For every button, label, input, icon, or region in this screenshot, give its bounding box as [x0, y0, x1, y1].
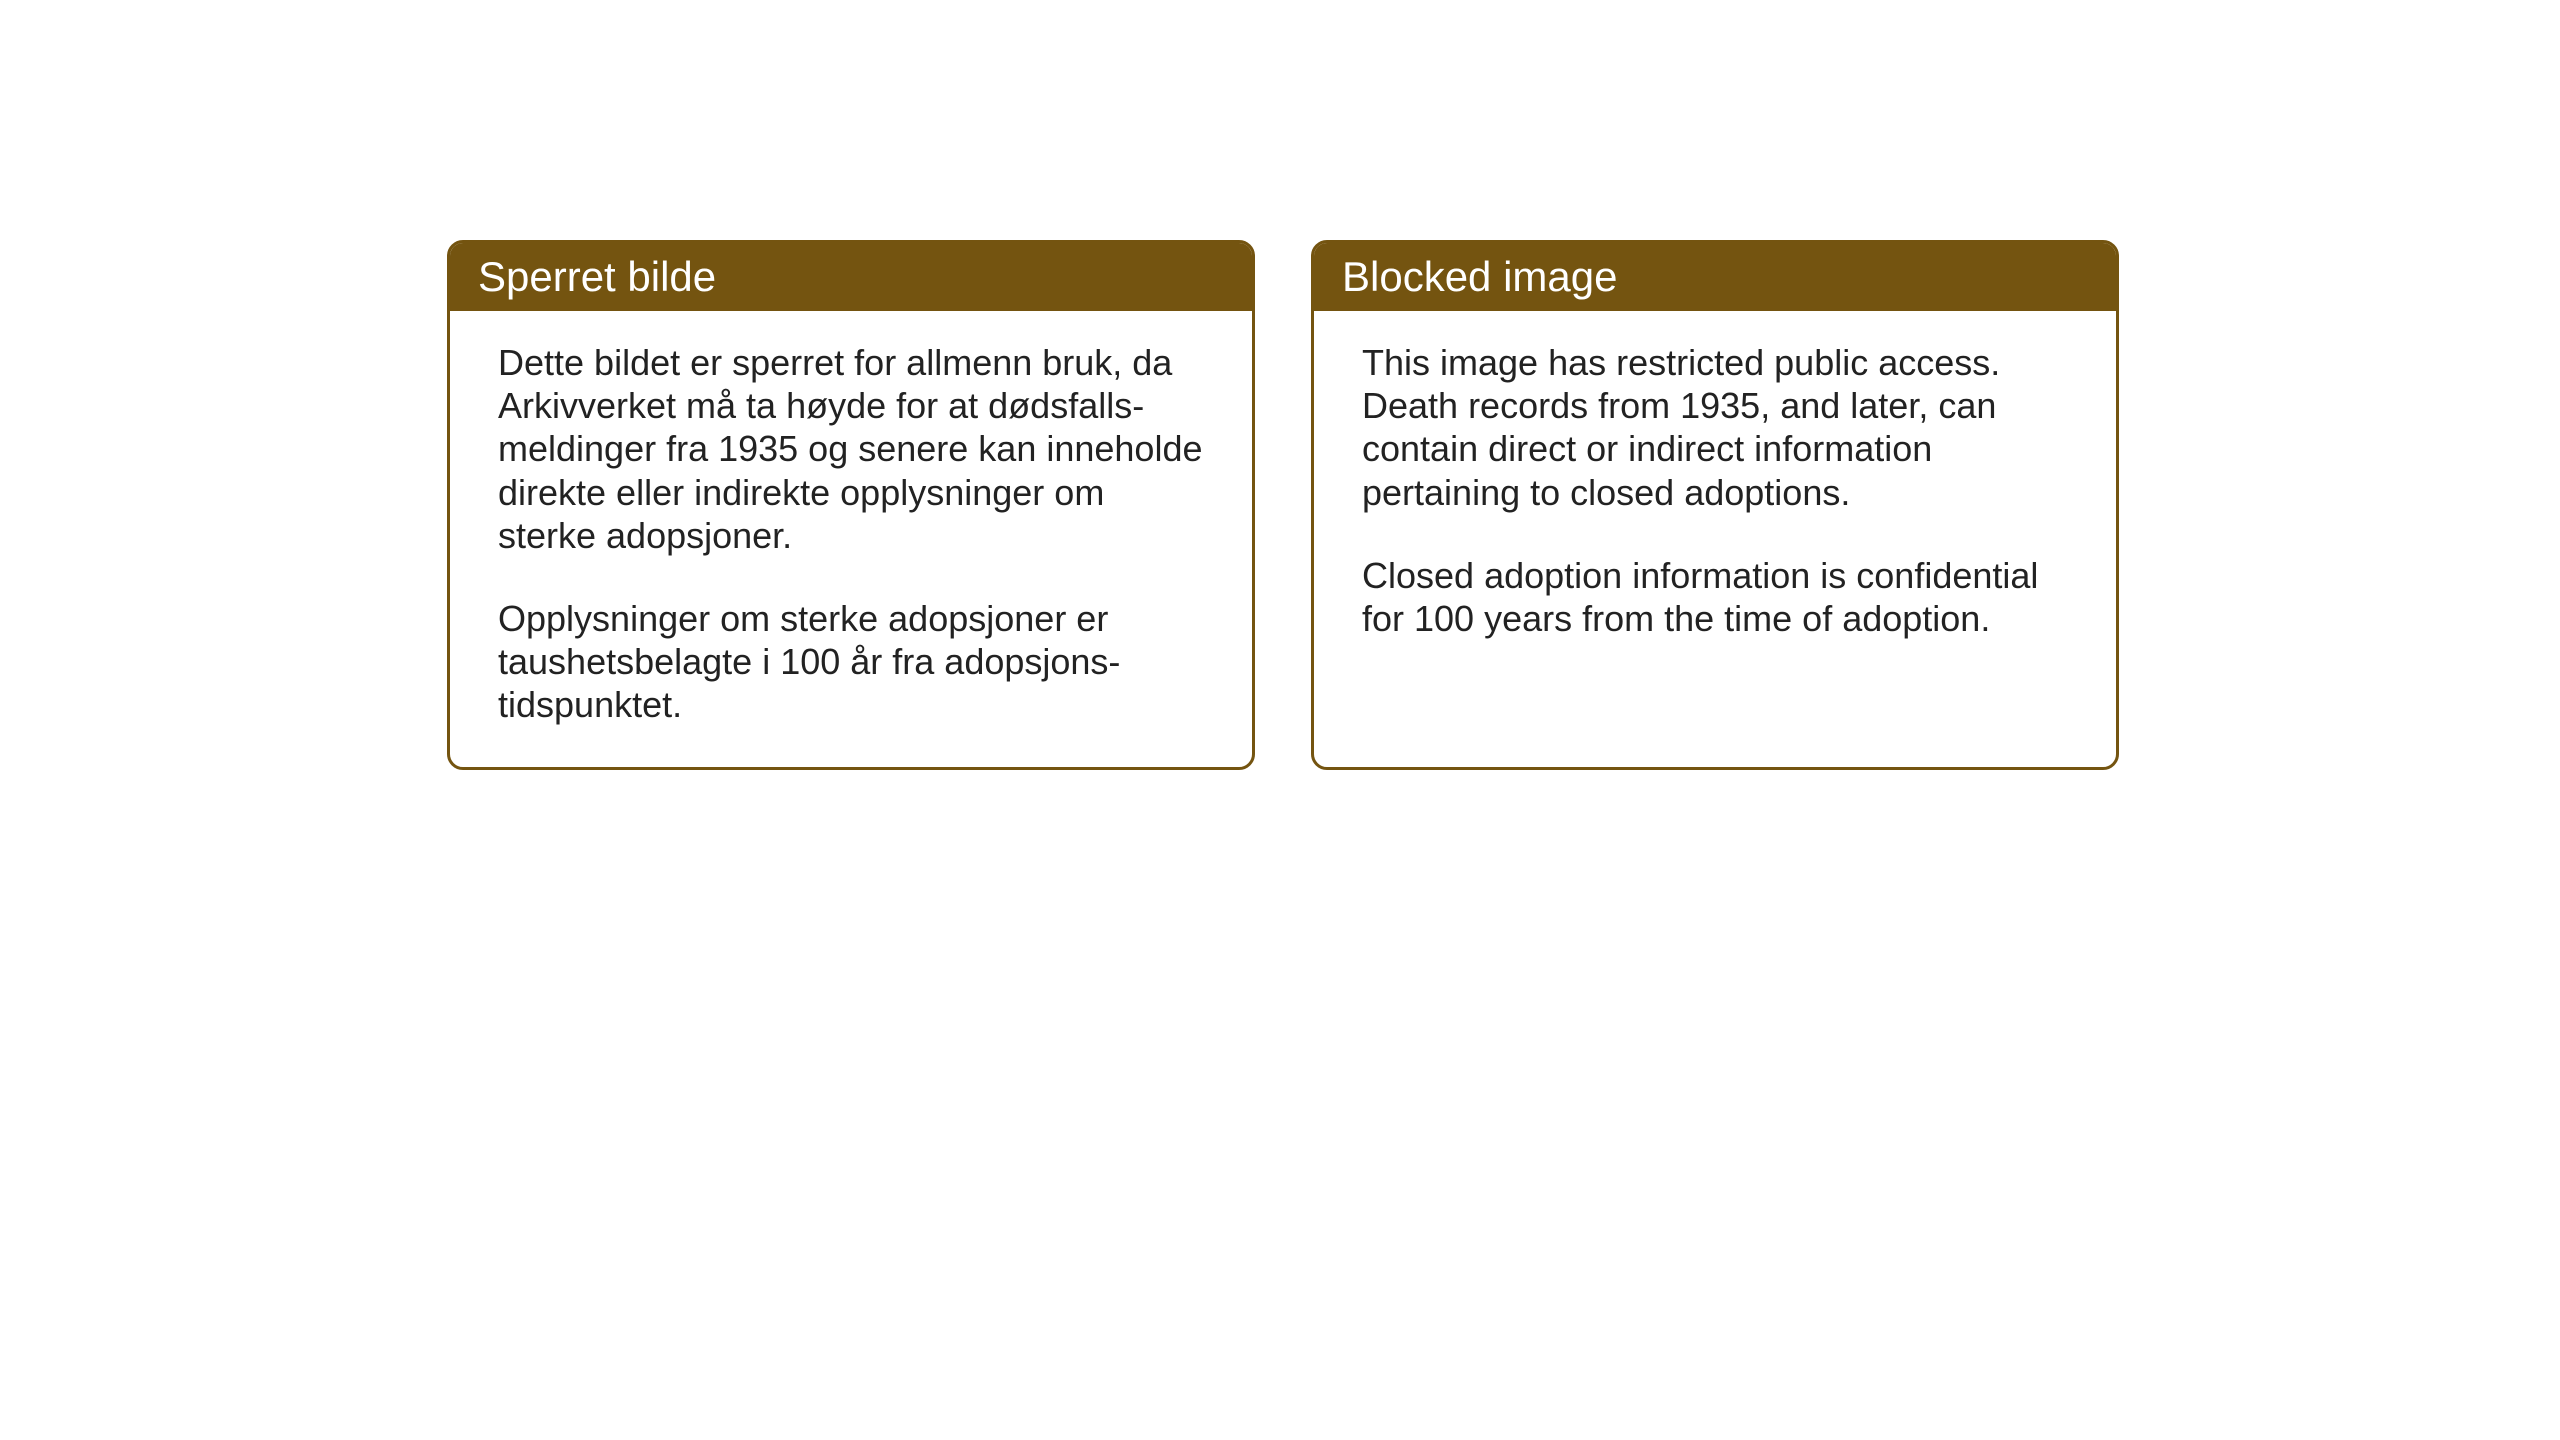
card-body-norwegian: Dette bildet er sperret for allmenn bruk… [450, 311, 1252, 767]
card-title-norwegian: Sperret bilde [478, 253, 716, 300]
card-header-english: Blocked image [1314, 243, 2116, 311]
notice-card-norwegian: Sperret bilde Dette bildet er sperret fo… [447, 240, 1255, 770]
card-paragraph: Dette bildet er sperret for allmenn bruk… [498, 341, 1204, 557]
card-paragraph: Opplysninger om sterke adopsjoner er tau… [498, 597, 1204, 727]
card-body-english: This image has restricted public access.… [1314, 311, 2116, 680]
card-paragraph: Closed adoption information is confident… [1362, 554, 2068, 640]
notice-card-english: Blocked image This image has restricted … [1311, 240, 2119, 770]
card-paragraph: This image has restricted public access.… [1362, 341, 2068, 514]
card-header-norwegian: Sperret bilde [450, 243, 1252, 311]
notice-container: Sperret bilde Dette bildet er sperret fo… [447, 240, 2119, 770]
card-title-english: Blocked image [1342, 253, 1617, 300]
